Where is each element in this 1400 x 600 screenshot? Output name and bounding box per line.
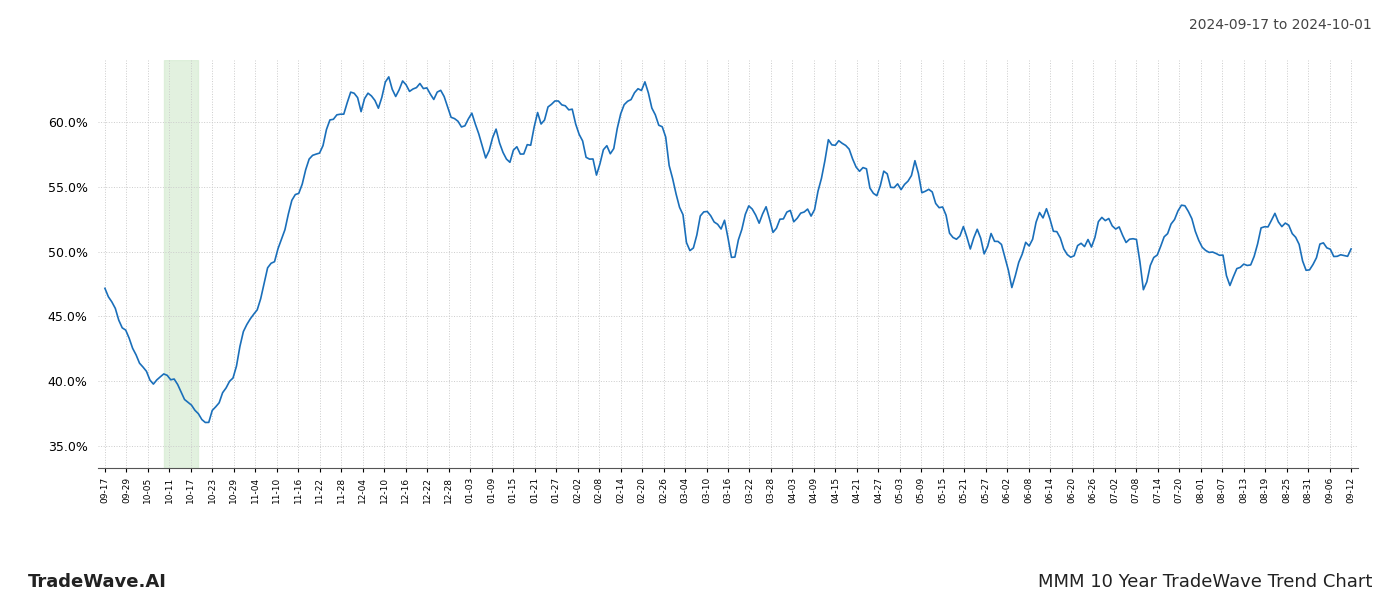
Bar bbox=[164, 60, 199, 468]
Text: MMM 10 Year TradeWave Trend Chart: MMM 10 Year TradeWave Trend Chart bbox=[1037, 573, 1372, 591]
Text: 2024-09-17 to 2024-10-01: 2024-09-17 to 2024-10-01 bbox=[1189, 18, 1372, 32]
Text: TradeWave.AI: TradeWave.AI bbox=[28, 573, 167, 591]
